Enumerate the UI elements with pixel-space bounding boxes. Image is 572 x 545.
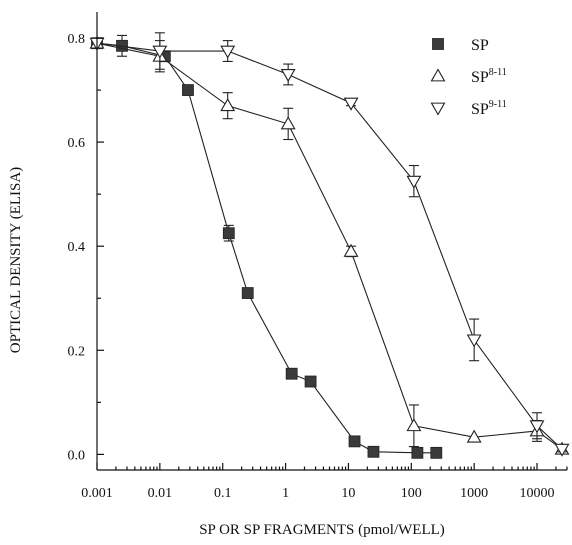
data-point — [432, 38, 444, 50]
legend-label-superscript: 9-11 — [489, 99, 507, 110]
data-point — [367, 445, 380, 458]
data-point — [222, 227, 235, 240]
x-tick-label: 100 — [401, 486, 422, 501]
series-2 — [89, 32, 570, 457]
x-tick-label: 0.001 — [81, 486, 113, 501]
x-tick-label: 10 — [341, 486, 355, 501]
data-point — [348, 435, 361, 448]
legend-label-superscript: 8-11 — [489, 67, 507, 78]
data-point — [285, 367, 298, 380]
data-point — [406, 175, 422, 189]
y-tick-label: 0.0 — [68, 448, 86, 463]
data-point — [430, 446, 443, 459]
legend-label-name: SP — [471, 101, 489, 118]
data-point — [430, 68, 446, 82]
data-point — [529, 420, 545, 434]
axes: 0.0 0.2 0.4 0.6 0.8 0.001 0.01 0.1 1 10 100 1000 100… — [68, 12, 568, 501]
legend-item-0: SP — [432, 37, 489, 54]
legend-item-1: SP8-11 — [430, 67, 507, 86]
x-tick-label: 1000 — [460, 486, 488, 501]
data-point — [182, 84, 194, 96]
y-tick-label: 0.2 — [68, 344, 86, 359]
data-point — [304, 375, 317, 388]
x-axis-label: SP OR SP FRAGMENTS (pmol/WELL) — [199, 522, 445, 538]
series-line — [96, 42, 437, 454]
data-point — [466, 429, 482, 443]
x-tick-label: 0.01 — [148, 486, 173, 501]
data-point — [554, 443, 570, 457]
legend-label: SP8-11 — [471, 67, 507, 86]
y-tick-label: 0.4 — [68, 240, 86, 255]
data-point — [406, 418, 422, 432]
data-point — [430, 102, 446, 116]
data-point — [152, 45, 168, 59]
plot-area — [89, 32, 570, 459]
x-tick-label: 1 — [282, 486, 289, 501]
data-point — [220, 45, 236, 59]
legend-item-2: SP9-11 — [430, 99, 507, 118]
legend-label-name: SP — [471, 37, 489, 54]
x-tick-label: 10000 — [520, 486, 555, 501]
y-tick-label: 0.6 — [68, 136, 86, 151]
data-point — [280, 116, 296, 130]
series-0 — [91, 34, 443, 459]
legend-label: SP9-11 — [471, 99, 507, 118]
data-point — [466, 334, 482, 348]
legend-label: SP — [471, 37, 489, 54]
data-point — [343, 243, 359, 257]
y-tick-label: 0.8 — [68, 32, 86, 47]
x-tick-label: 0.1 — [214, 486, 232, 501]
data-point — [280, 69, 296, 83]
data-point — [411, 446, 424, 459]
data-point — [220, 98, 236, 112]
y-axis-label: OPTICAL DENSITY (ELISA) — [8, 167, 24, 353]
legend-label-name: SP — [471, 69, 489, 86]
data-point — [241, 287, 254, 299]
data-point — [343, 97, 359, 111]
